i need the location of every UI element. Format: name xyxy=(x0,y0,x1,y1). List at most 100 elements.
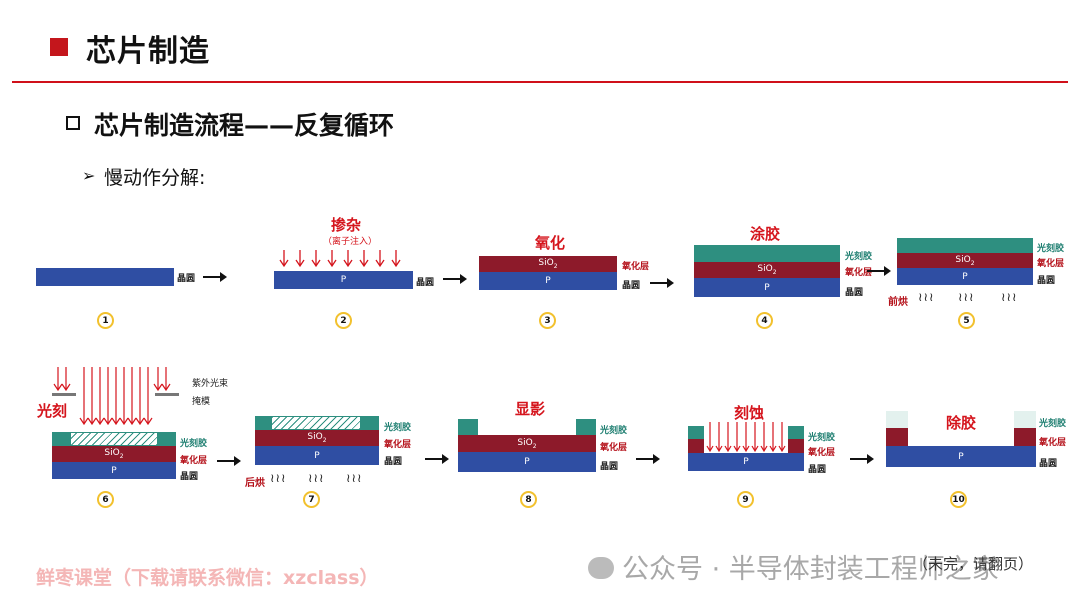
step2-title: 掺杂 xyxy=(331,216,362,234)
step3-sio2-sub: 2 xyxy=(553,262,558,270)
step4-resist xyxy=(694,245,840,262)
step8-title: 显影 xyxy=(515,400,546,418)
step7-resist-left xyxy=(255,416,271,430)
step8-sio2-sub: 2 xyxy=(532,442,537,450)
step9-resist-label: 光刻胶 xyxy=(808,433,836,443)
step7-resist-right xyxy=(361,416,379,430)
step8-sio2-label: SiO2 xyxy=(517,438,536,450)
step10-wafer: P xyxy=(886,446,1036,467)
step9-p-label: P xyxy=(743,457,749,467)
step3-title: 氧化 xyxy=(535,234,566,252)
step6-resist-right xyxy=(158,432,176,446)
step7-heat-waves-2: ≀≀≀ xyxy=(308,471,325,485)
step10-p-label: P xyxy=(958,451,964,462)
arrow-4-5 xyxy=(867,266,891,276)
step9-resist-left xyxy=(688,426,704,439)
step4-p-label: P xyxy=(764,282,770,293)
step8-oxide-label: 氧化层 xyxy=(600,443,628,453)
wechat-account-watermark: 公众号 · 半导体封装工程师之家 xyxy=(588,547,999,586)
step2-wafer: P xyxy=(274,271,413,289)
step1-wafer xyxy=(36,268,174,286)
step6-exposed-resist xyxy=(70,432,158,446)
step7-heat-waves-1: ≀≀≀ xyxy=(270,471,287,485)
step3-p-label: P xyxy=(545,276,551,286)
arrow-bullet-icon: ➢ xyxy=(82,166,96,185)
section-bullet-square xyxy=(66,116,80,130)
step3-sio2-label: SiO2 xyxy=(538,258,557,270)
step4-sio2-sub: 2 xyxy=(772,268,777,276)
step10-oxide-label: 氧化层 xyxy=(1039,438,1067,448)
subtitle-text: 慢动作分解: xyxy=(104,167,206,189)
step-badge-6: 6 xyxy=(97,491,114,508)
continue-note: （未完，请翻页） xyxy=(913,555,1034,573)
step3-oxide: SiO2 xyxy=(479,256,617,272)
step-badge-5: 5 xyxy=(958,312,975,329)
step10-wafer-label: 晶圆 xyxy=(1039,459,1058,469)
step3-oxide-label: 氧化层 xyxy=(622,262,650,272)
step7-sio2-label: SiO2 xyxy=(307,432,326,444)
step1-wafer-label: 晶圆 xyxy=(177,274,196,284)
step5-heat-waves-2: ≀≀≀ xyxy=(958,290,975,304)
step6-mask-label: 掩模 xyxy=(192,397,211,407)
step7-oxide: SiO2 xyxy=(255,430,379,446)
step10-resist-removed-right xyxy=(1014,411,1036,428)
title-bullet-square xyxy=(50,38,68,56)
step4-oxide: SiO2 xyxy=(694,262,840,278)
step8-wafer-label: 晶圆 xyxy=(600,462,619,472)
step6-oxide: SiO2 xyxy=(52,446,176,462)
step10-oxide-right xyxy=(1014,428,1036,446)
step7-p-label: P xyxy=(314,450,320,461)
step6-mask-right xyxy=(155,393,179,396)
step8-resist-right xyxy=(576,419,596,435)
arrow-7-8 xyxy=(425,454,449,464)
step9-title: 刻蚀 xyxy=(734,404,765,422)
step6-mask-left xyxy=(52,393,76,396)
step10-oxide-left xyxy=(886,428,908,446)
step7-resist-label: 光刻胶 xyxy=(384,423,412,433)
step-badge-9: 9 xyxy=(737,491,754,508)
step7-exposed-resist xyxy=(271,416,361,430)
step7-sio2-text: SiO xyxy=(307,432,323,443)
step4-wafer: P xyxy=(694,278,840,297)
step4-resist-label: 光刻胶 xyxy=(845,252,873,262)
page-title: 芯片制造 xyxy=(86,34,210,69)
step6-uv-label: 紫外光束 xyxy=(192,379,229,389)
step10-title: 除胶 xyxy=(946,414,977,432)
step9-oxide-label: 氧化层 xyxy=(808,448,836,458)
step5-sio2-text: SiO xyxy=(955,254,971,265)
step7-wafer: P xyxy=(255,446,379,465)
arrow-9-10 xyxy=(850,454,874,464)
step5-resist xyxy=(897,238,1033,253)
arrow-1-2 xyxy=(203,272,227,282)
wechat-icon xyxy=(588,556,614,579)
step5-heat-waves-1: ≀≀≀ xyxy=(918,290,935,304)
step7-bake-label: 后烘 xyxy=(245,478,265,489)
step2-ion-arrows xyxy=(279,250,401,268)
step2-wafer-label: 晶圆 xyxy=(416,278,435,288)
step4-title: 涂胶 xyxy=(750,225,781,243)
step3-wafer-label: 晶圆 xyxy=(622,281,641,291)
step8-sio2-text: SiO xyxy=(517,437,533,448)
arrow-2-3 xyxy=(443,274,467,284)
step9-resist-right xyxy=(788,426,804,439)
arrow-8-9 xyxy=(636,454,660,464)
step4-sio2-text: SiO xyxy=(757,264,773,275)
step4-oxide-label: 氧化层 xyxy=(845,268,873,278)
step5-oxide: SiO2 xyxy=(897,253,1033,268)
step8-resist-left xyxy=(458,419,478,435)
step5-wafer: P xyxy=(897,268,1033,285)
step8-wafer: P xyxy=(458,452,596,472)
arrow-3-4 xyxy=(650,278,674,288)
step9-wafer-label: 晶圆 xyxy=(808,465,827,475)
step-badge-8: 8 xyxy=(520,491,537,508)
step6-p-label: P xyxy=(111,465,117,476)
step7-oxide-label: 氧化层 xyxy=(384,440,412,450)
step6-wafer-label: 晶圆 xyxy=(180,472,199,482)
step6-sio2-label: SiO2 xyxy=(104,448,123,460)
step6-title: 光刻 xyxy=(37,402,68,420)
step-badge-1: 1 xyxy=(97,312,114,329)
step10-resist-label: 光刻胶 xyxy=(1039,419,1067,429)
step9-oxide-left xyxy=(688,439,704,453)
step6-resist-left xyxy=(52,432,70,446)
step2-subtitle: （离子注入） xyxy=(323,237,378,247)
